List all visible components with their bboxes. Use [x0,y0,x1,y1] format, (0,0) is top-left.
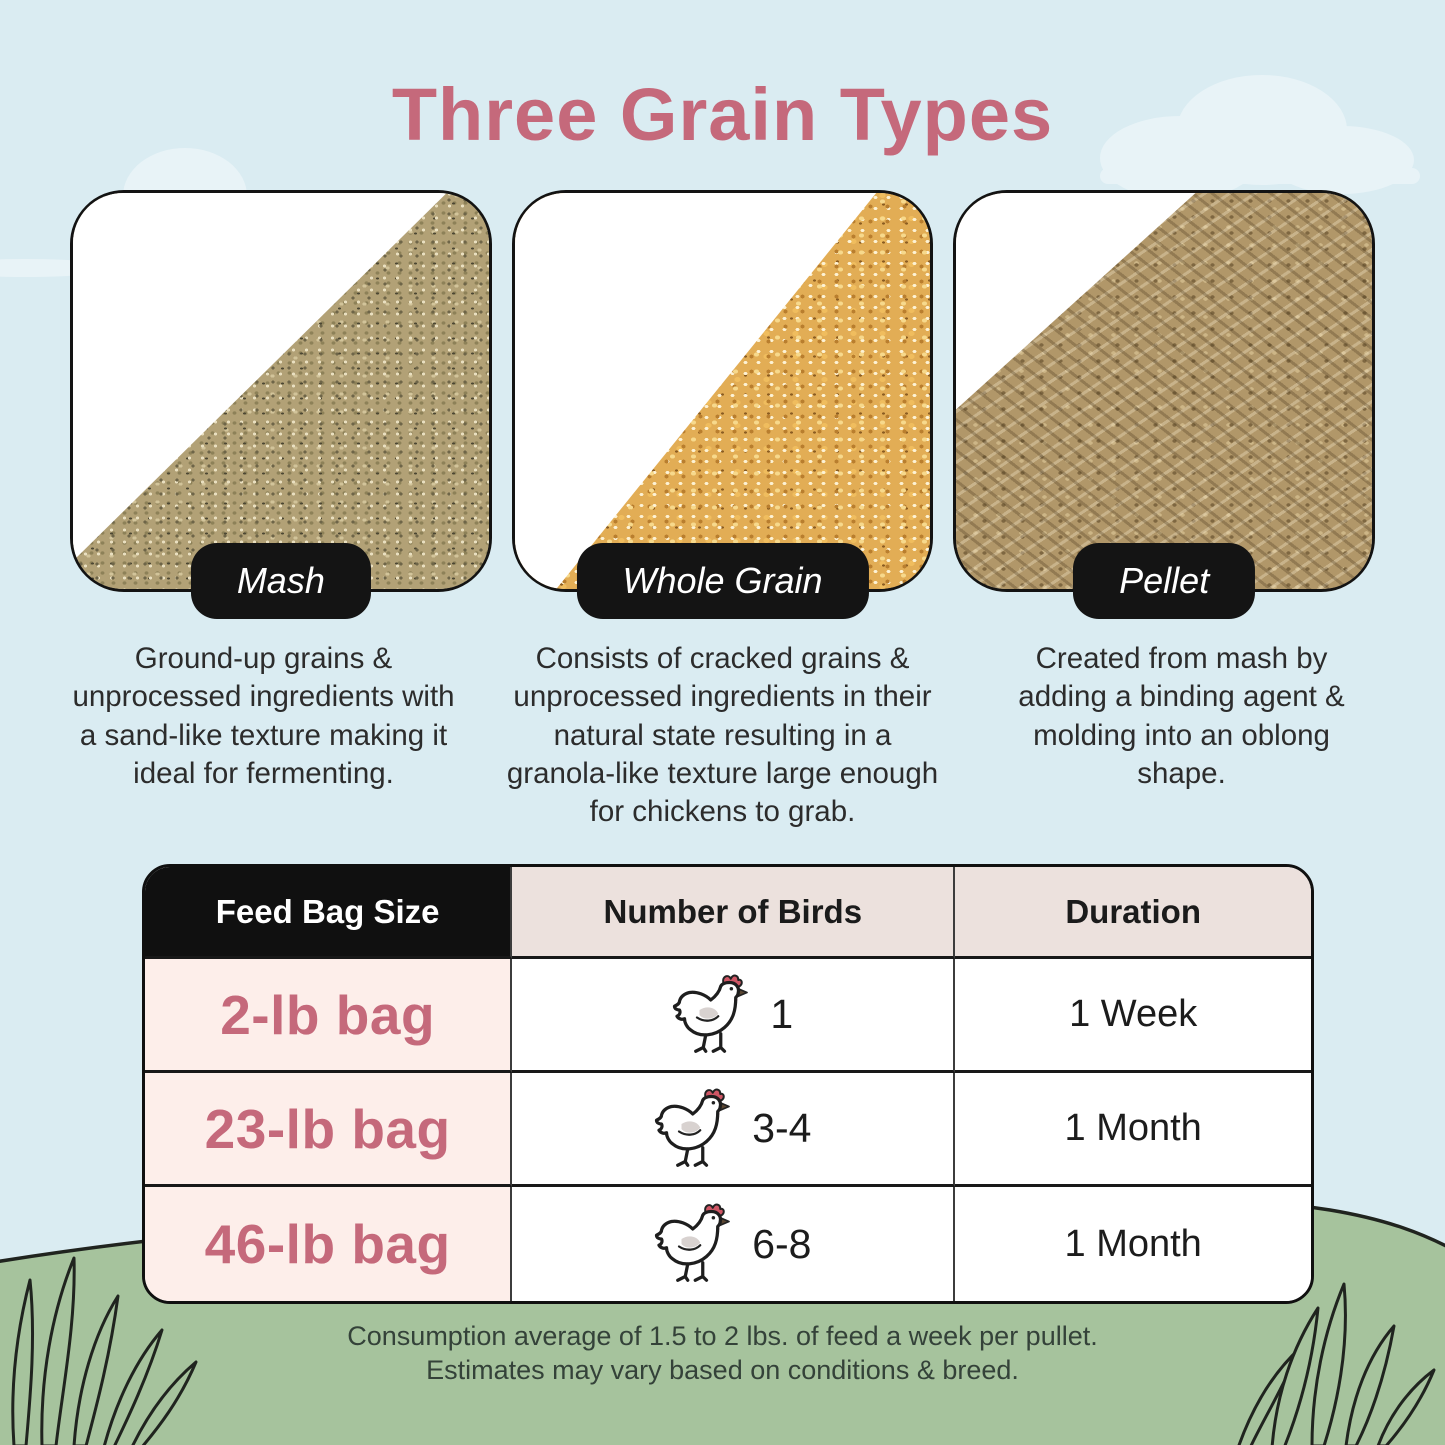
cloud-right [1100,75,1420,200]
birds-cell: 1 [512,959,956,1073]
bag-size-cell: 46-lb bag [145,1187,513,1301]
grain-card-pellet: Pellet [953,190,1376,619]
feed-table: Feed Bag Size Number of Birds Duration 2… [142,864,1314,1304]
footnote: Consumption average of 1.5 to 2 lbs. of … [0,1318,1445,1389]
feed-table-header-bag-size: Feed Bag Size [145,867,513,959]
pellet-photo [956,193,1373,589]
mash-description: Ground-up grains & unprocessed ingredien… [72,642,455,791]
grain-label-pill: Mash [190,543,371,619]
grain-card-mash: Mash [70,190,492,619]
birds-count: 6-8 [752,1220,812,1267]
bag-size-cell: 2-lb bag [145,959,513,1073]
bag-size-cell: 23-lb bag [145,1073,513,1187]
chicken-icon [673,974,749,1053]
grain-label: Pellet [1119,560,1210,601]
duration-cell: 1 Week [955,959,1311,1073]
grass-tuft-left [11,1256,198,1445]
mash-grain-photo [73,193,489,589]
grain-label-pill: Whole Grain [576,543,869,619]
duration-cell: 1 Month [955,1187,1311,1301]
pellet-description: Created from mash by adding a binding ag… [1018,642,1345,791]
birds-count: 3-4 [752,1105,812,1151]
grain-label-pill: Pellet [1073,543,1256,619]
grain-descriptions-row: Ground-up grains & unprocessed ingredien… [44,640,1401,832]
feed-table-header-birds: Number of Birds [512,867,956,959]
whole-grain-photo [514,193,931,589]
chicken-icon [655,1088,731,1167]
grain-label: Mash [236,560,325,601]
birds-count: 1 [770,991,794,1037]
birds-cell: 6-8 [512,1187,956,1301]
page-title: Three Grain Types [391,73,1054,156]
grain-card-whole-grain: Whole Grain [511,190,934,619]
footnote-line-2: Estimates may vary based on conditions &… [426,1355,1019,1385]
chicken-icon [655,1203,731,1282]
feed-table-header-duration: Duration [955,867,1311,959]
grain-label: Whole Grain [622,560,823,601]
footnote-line-1: Consumption average of 1.5 to 2 lbs. of … [347,1321,1098,1351]
birds-cell: 3-4 [512,1073,956,1187]
duration-cell: 1 Month [955,1073,1311,1187]
whole-grain-description: Consists of cracked grains & unprocessed… [506,642,939,829]
grain-cards-row: Mash Whole Grain Pellet [70,190,1376,619]
grass-tuft-right [1237,1282,1436,1445]
